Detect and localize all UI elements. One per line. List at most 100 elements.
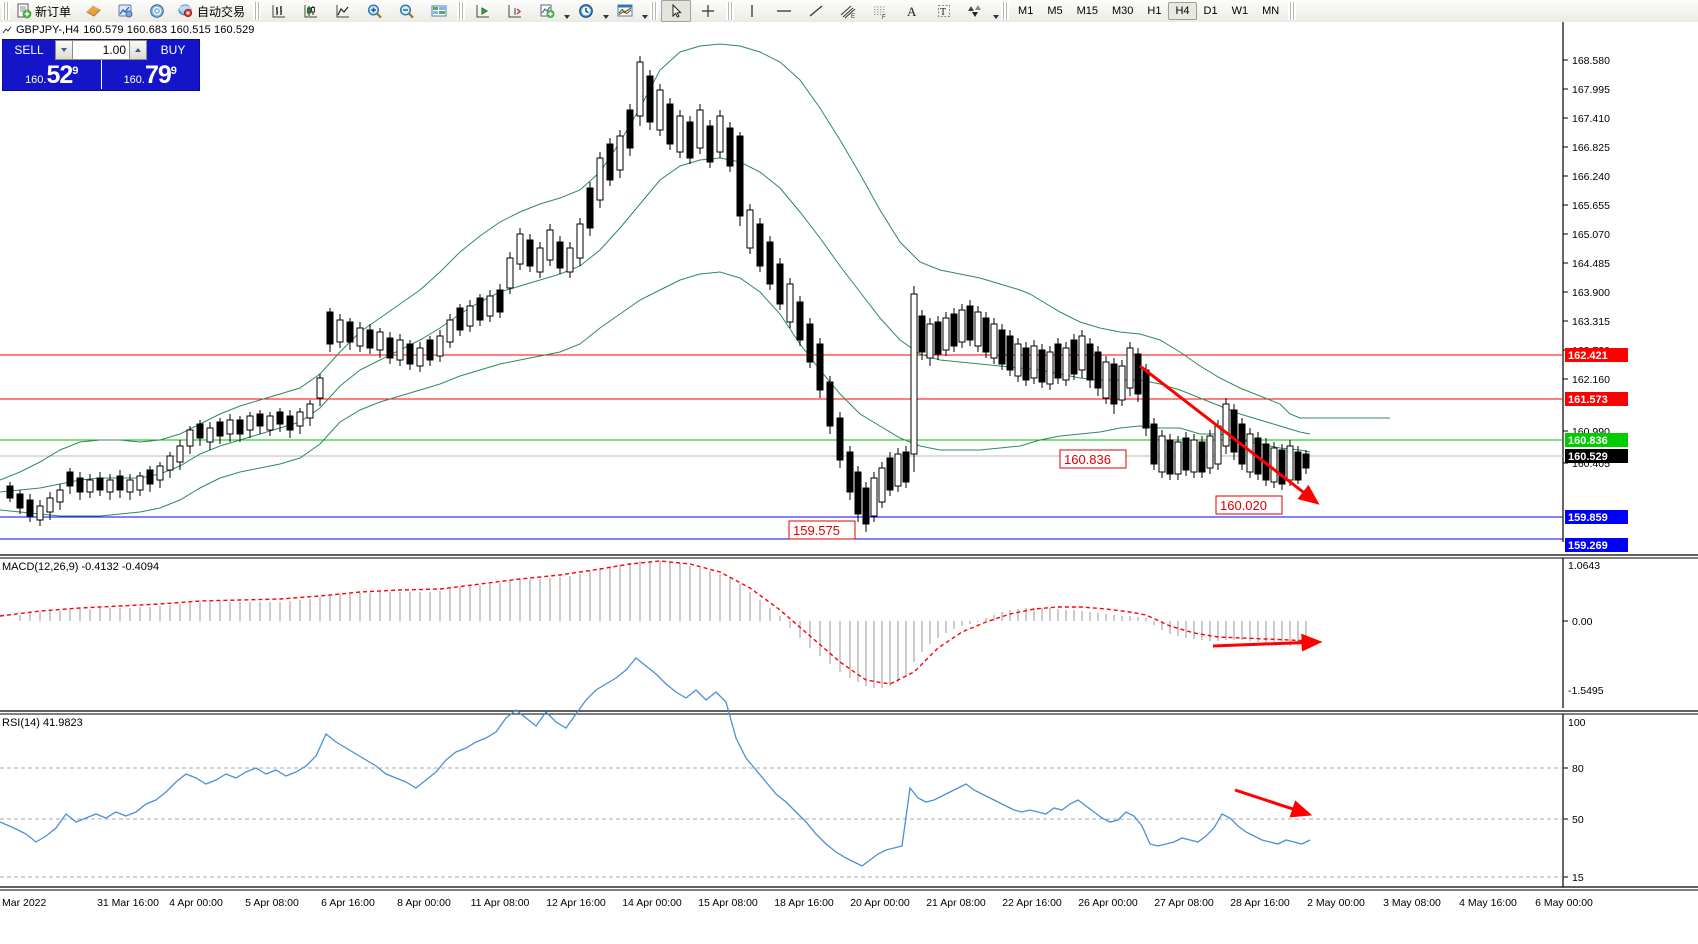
price-tick: 165.655 (1563, 200, 1610, 212)
volume-increase-button[interactable] (129, 40, 147, 60)
signals-button[interactable] (142, 0, 172, 22)
zoom-out-button[interactable] (392, 0, 422, 22)
svg-text:168.580: 168.580 (1572, 55, 1610, 67)
fibonacci-icon: F (874, 6, 886, 20)
sell-price-whole: 160. (25, 74, 47, 86)
timeframe-m15[interactable]: M15 (1076, 5, 1098, 17)
toolbar-grip-7[interactable] (1288, 2, 1297, 20)
data-window-button[interactable] (424, 0, 454, 22)
toolbar-grip-3[interactable] (457, 2, 466, 20)
svg-text:-1.5495: -1.5495 (1568, 685, 1604, 697)
timeframe-w1[interactable]: W1 (1231, 5, 1249, 17)
rsi-tick-50: 50 (1563, 814, 1584, 826)
chart-canvas[interactable]: 168.580 167.995 167.410 166.825 166.240 … (0, 22, 1698, 944)
toolbar-grip[interactable] (2, 2, 10, 20)
shapes-button[interactable] (961, 0, 991, 22)
time-tick: 12 Apr 16:00 (546, 897, 606, 909)
svg-text:165.070: 165.070 (1572, 229, 1610, 241)
price-tick: 167.410 (1563, 113, 1610, 125)
svg-text:167.410: 167.410 (1572, 113, 1610, 125)
svg-text:1.0643: 1.0643 (1568, 560, 1600, 572)
new-order-button[interactable]: 新订单 (13, 0, 76, 22)
buy-button[interactable]: BUY (147, 40, 199, 60)
trendline-button[interactable] (801, 0, 831, 22)
expert-advisor-button[interactable] (78, 0, 108, 22)
svg-text:164.485: 164.485 (1572, 258, 1610, 270)
timeframe-m1[interactable]: M1 (1018, 5, 1034, 17)
horizontal-line-button[interactable] (769, 0, 799, 22)
volume-control[interactable]: 1.00 (55, 40, 147, 60)
line-chart-button[interactable] (328, 0, 358, 22)
chart-shift-button[interactable] (500, 0, 530, 22)
period-icon (578, 4, 593, 18)
time-tick: 2 May 00:00 (1307, 897, 1365, 909)
timeframe-h4[interactable]: H4 (1168, 2, 1197, 20)
annotation-160836: 160.836 (1059, 449, 1127, 469)
period-button[interactable] (571, 0, 601, 22)
svg-text:167.995: 167.995 (1572, 84, 1610, 96)
buy-price-sup: 9 (170, 65, 177, 77)
timeframe-m5[interactable]: M5 (1047, 5, 1063, 17)
volume-input[interactable]: 1.00 (73, 40, 129, 60)
vertical-line-button[interactable] (737, 0, 767, 22)
price-tick: 165.070 (1563, 229, 1610, 241)
svg-text:160.836: 160.836 (1568, 435, 1608, 447)
svg-text:0.00: 0.00 (1572, 616, 1593, 628)
indicators-dropdown-arrow[interactable] (563, 0, 570, 24)
auto-scroll-button[interactable] (468, 0, 498, 22)
templates-dropdown-arrow[interactable] (641, 0, 648, 24)
chart-area[interactable]: 168.580 167.995 167.410 166.825 166.240 … (0, 22, 1698, 944)
zoom-in-icon (367, 3, 382, 18)
svg-text:160.529: 160.529 (1568, 451, 1608, 463)
time-tick: 26 Apr 00:00 (1078, 897, 1138, 909)
zoom-in-button[interactable] (360, 0, 390, 22)
price-pill-160836: 160.836 (1565, 433, 1628, 447)
shapes-dropdown-arrow[interactable] (992, 0, 999, 24)
one-click-trading-panel[interactable]: SELL 1.00 BUY 160. 52 9 160. 79 9 (2, 39, 200, 91)
period-dropdown-arrow[interactable] (602, 0, 609, 24)
cursor-button[interactable] (661, 0, 692, 22)
svg-text:160.836: 160.836 (1064, 452, 1111, 467)
toolbar-grip-4[interactable] (650, 2, 659, 20)
sell-button[interactable]: SELL (3, 40, 55, 60)
indicators-button[interactable] (532, 0, 562, 22)
rsi-scale: 100 80 50 15 (1563, 717, 1586, 884)
timeframe-h1[interactable]: H1 (1147, 5, 1162, 17)
buy-price[interactable]: 160. 79 9 (100, 60, 200, 89)
time-tick: 28 Apr 16:00 (1230, 897, 1290, 909)
sell-price[interactable]: 160. 52 9 (3, 60, 101, 89)
time-tick: 31 Mar 16:00 (97, 897, 159, 909)
equidistant-channel-button[interactable]: E (833, 0, 863, 22)
label-button[interactable]: T (929, 0, 959, 22)
svg-text:163.900: 163.900 (1572, 287, 1610, 299)
timeframe-d1[interactable]: D1 (1203, 5, 1218, 17)
crosshair-button[interactable] (693, 0, 723, 22)
toolbar-grip-2[interactable] (253, 2, 262, 20)
bar-chart-button[interactable] (264, 0, 294, 22)
text-button[interactable]: A (897, 0, 927, 22)
price-pill-159859: 159.859 (1565, 510, 1628, 524)
buy-price-big: 79 (144, 61, 172, 89)
toolbar-grip-6[interactable] (1001, 2, 1010, 20)
line-chart-icon (336, 4, 350, 17)
new-order-icon (17, 3, 32, 19)
timeframe-m30[interactable]: M30 (1112, 5, 1134, 17)
price-downtrend-arrow (1139, 364, 1320, 505)
candlestick-chart-button[interactable] (296, 0, 326, 22)
templates-button[interactable] (610, 0, 640, 22)
autotrading-button[interactable]: 自动交易 (174, 0, 250, 22)
one-click-trading-top-row: SELL 1.00 BUY (3, 40, 199, 60)
fibonacci-button[interactable]: F (865, 0, 895, 22)
volume-decrease-button[interactable] (55, 40, 73, 60)
price-tick: 164.485 (1563, 258, 1610, 270)
time-tick: 6 Apr 16:00 (321, 897, 375, 909)
signals-icon (149, 4, 164, 18)
autotrading-icon (178, 4, 193, 18)
timeframe-mn[interactable]: MN (1262, 5, 1280, 17)
trendline-icon (809, 5, 823, 17)
terminal-button[interactable] (110, 0, 140, 22)
time-tick: 27 Apr 08:00 (1154, 897, 1214, 909)
price-pill-162421: 162.421 (1565, 348, 1628, 362)
toolbar-grip-5[interactable] (726, 2, 735, 20)
time-tick: 15 Apr 08:00 (698, 897, 758, 909)
